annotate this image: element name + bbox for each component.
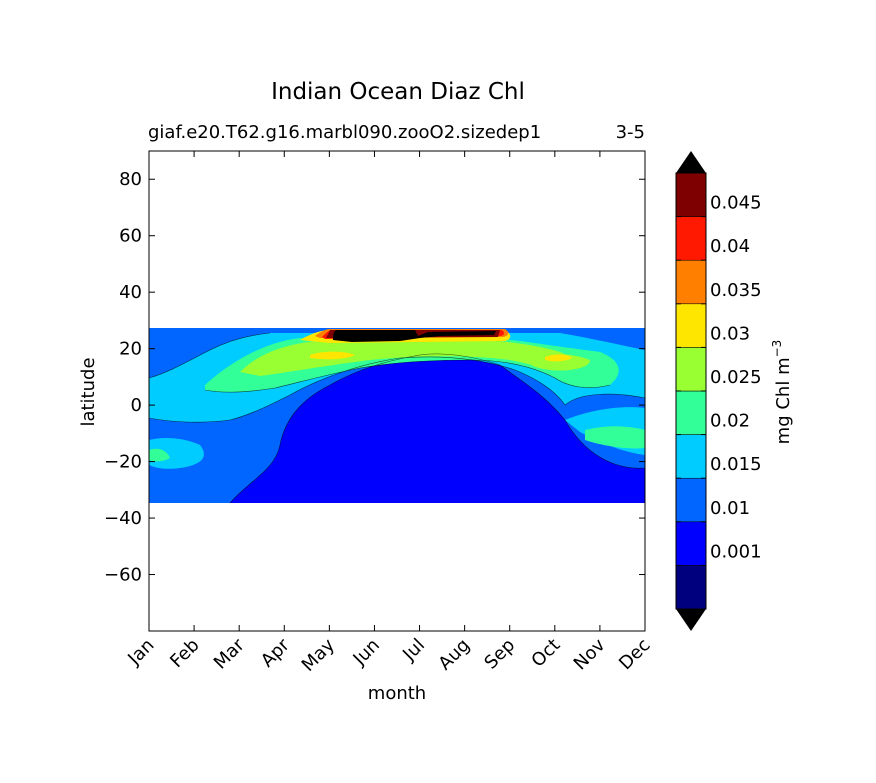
colorbar-tick-label: 0.03: [710, 323, 750, 344]
y-tick-label: −40: [104, 508, 142, 529]
y-tick-label: 60: [119, 226, 142, 247]
colorbar-band: [675, 259, 707, 305]
x-tick-label: Sep: [480, 635, 519, 674]
y-tick-label: −20: [104, 452, 142, 473]
chart-title: Indian Ocean Diaz Chl: [271, 79, 525, 105]
x-tick-label: May: [298, 634, 339, 675]
band-over: [333, 330, 496, 342]
colorbar-extend-over: [676, 151, 706, 173]
colorbar-tick-label: 0.04: [710, 236, 750, 257]
chart-subtitle-right: 3-5: [616, 122, 645, 143]
colorbar-band: [675, 172, 707, 217]
x-tick-label: Dec: [615, 635, 654, 674]
colorbar-band: [675, 477, 707, 523]
x-tick-label: Jan: [123, 635, 158, 670]
colorbar-tick-label: 0.015: [710, 454, 762, 475]
colorbar-tick-label: 0.045: [710, 193, 762, 214]
contour-lines: [149, 332, 645, 504]
colorbar-tick-label: 0.001: [710, 541, 762, 562]
x-tick-label: Mar: [210, 634, 249, 673]
colorbar-tick-label: 0.02: [710, 411, 750, 432]
y-axis-label: latitude: [78, 357, 99, 426]
colorbar-band: [675, 303, 707, 348]
colorbar-tick-label: 0.025: [710, 367, 762, 388]
x-tick-label: Jul: [398, 635, 429, 666]
colorbar-band: [675, 434, 707, 479]
x-tick-label: Oct: [527, 635, 564, 672]
chart-subtitle-left: giaf.e20.T62.g16.marbl090.zooO2.sizedep1: [148, 122, 541, 143]
colorbar-band: [675, 521, 707, 566]
x-tick-label: Feb: [166, 635, 203, 672]
y-tick-label: −60: [104, 565, 142, 586]
x-tick-label: Nov: [570, 634, 610, 674]
y-tick-label: 40: [119, 282, 142, 303]
band-0-001: [167, 353, 645, 503]
colorbar-tick-label: 0.01: [710, 498, 750, 519]
y-axis: 80 60 40 20 0 −20 −40 −60: [104, 169, 645, 586]
colorbar: 0.001 0.01 0.015 0.02 0.025 0.03 0.035 0.04 0.04…: [675, 151, 762, 631]
plot-area-frame: [148, 150, 646, 632]
y-tick-label: 20: [119, 339, 142, 360]
colorbar-band: [675, 565, 707, 610]
colorbar-label-exponent: −3: [770, 340, 784, 358]
colorbar-band: [675, 216, 707, 261]
colorbar-band: [675, 347, 707, 392]
y-tick-label: 80: [119, 169, 142, 190]
y-tick-label: 0: [131, 395, 142, 416]
band-0-025: [240, 340, 590, 376]
x-axis-label: month: [368, 683, 426, 704]
heatmap-field: [149, 328, 645, 504]
x-tick-label: Aug: [434, 635, 474, 675]
colorbar-label: mg Chl m−3: [770, 340, 794, 445]
colorbar-band: [675, 390, 707, 435]
colorbar-extend-under: [676, 609, 706, 631]
x-tick-label: Jun: [349, 635, 384, 670]
colorbar-tick-label: 0.035: [710, 280, 762, 301]
x-tick-label: Apr: [257, 634, 294, 671]
